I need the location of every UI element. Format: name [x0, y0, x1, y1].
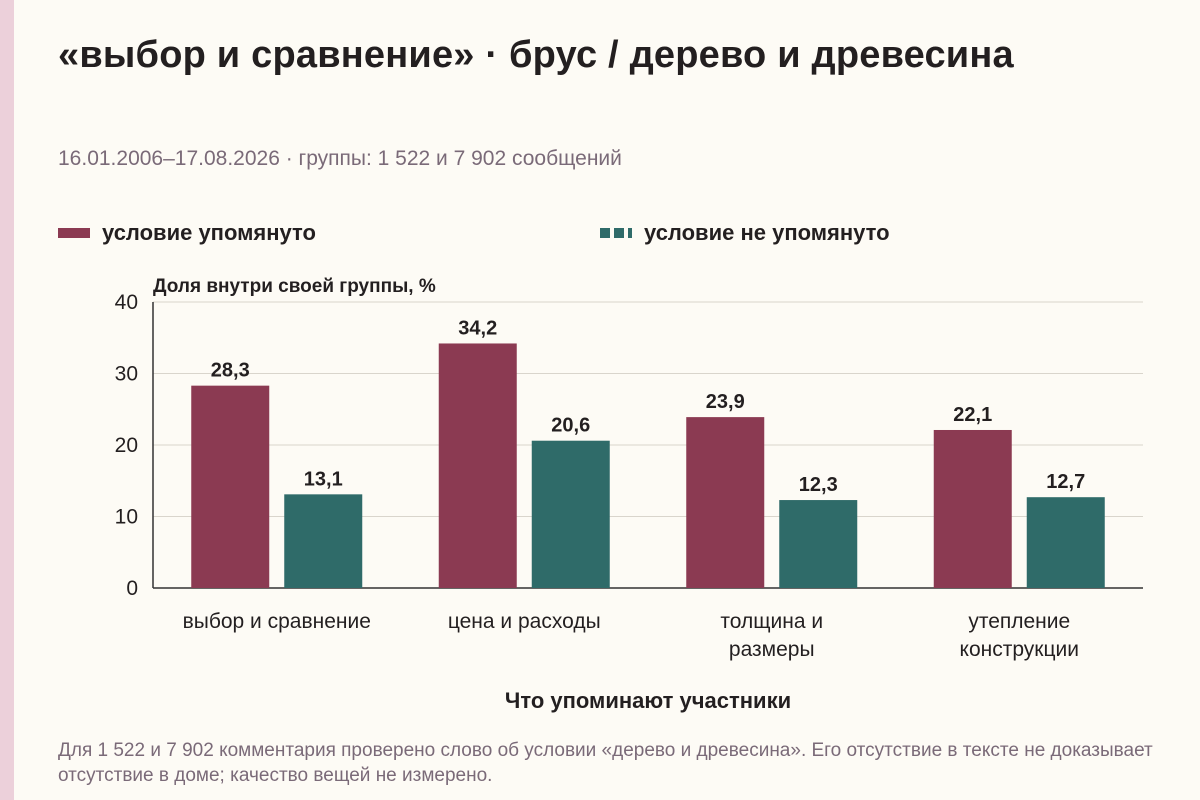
y-tick-label: 10	[115, 506, 138, 529]
legend-swatch-mentioned	[58, 228, 90, 238]
y-tick-label: 30	[115, 363, 138, 386]
y-tick-label: 20	[115, 434, 138, 457]
bar-value-label: 12,7	[1046, 471, 1085, 493]
bar	[284, 494, 363, 588]
bar	[438, 343, 517, 588]
bar	[779, 500, 858, 588]
bar-value-label: 13,1	[304, 468, 343, 490]
page-title: «выбор и сравнение» · брус / дерево и др…	[58, 34, 1014, 76]
bar-value-label: 28,3	[211, 360, 250, 382]
bar-value-label: 12,3	[799, 474, 838, 496]
y-tick-label: 40	[115, 291, 138, 314]
x-tick-label: утепление	[968, 610, 1070, 633]
bar-chart: 0 10 20 30 40 Доля внутри своей группы, % 28,3…	[115, 276, 1143, 713]
legend-item-not-mentioned: условие не упомянуто	[600, 220, 890, 246]
accent-strip	[0, 0, 14, 800]
bar	[1026, 497, 1105, 588]
legend-label-mentioned: условие упомянуто	[102, 220, 316, 245]
legend-item-mentioned: условие упомянуто	[58, 220, 316, 246]
bar-value-label: 22,1	[953, 404, 992, 426]
bar-value-label: 34,2	[458, 317, 497, 339]
footnote: Для 1 522 и 7 902 комментария проверено …	[58, 740, 1153, 786]
legend-swatch-not-mentioned	[600, 228, 632, 238]
bar	[686, 417, 765, 588]
y-axis-label: Доля внутри своей группы, %	[153, 276, 436, 297]
x-tick-label: цена и расходы	[448, 610, 601, 633]
page-subtitle: 16.01.2006–17.08.2026 · группы: 1 522 и …	[58, 147, 622, 170]
x-axis-label: Что упоминают участники	[505, 688, 791, 713]
bar	[933, 429, 1012, 588]
bar-value-label: 23,9	[706, 391, 745, 413]
bar	[531, 440, 610, 588]
bar-value-label: 20,6	[551, 415, 590, 437]
x-tick-label: размеры	[729, 638, 815, 661]
legend-label-not-mentioned: условие не упомянуто	[644, 220, 890, 245]
x-tick-label: толщина и	[720, 610, 823, 633]
x-tick-label: выбор и сравнение	[183, 610, 371, 633]
x-tick-label: конструкции	[960, 638, 1079, 661]
y-tick-label: 0	[126, 577, 138, 600]
bar	[191, 385, 270, 588]
